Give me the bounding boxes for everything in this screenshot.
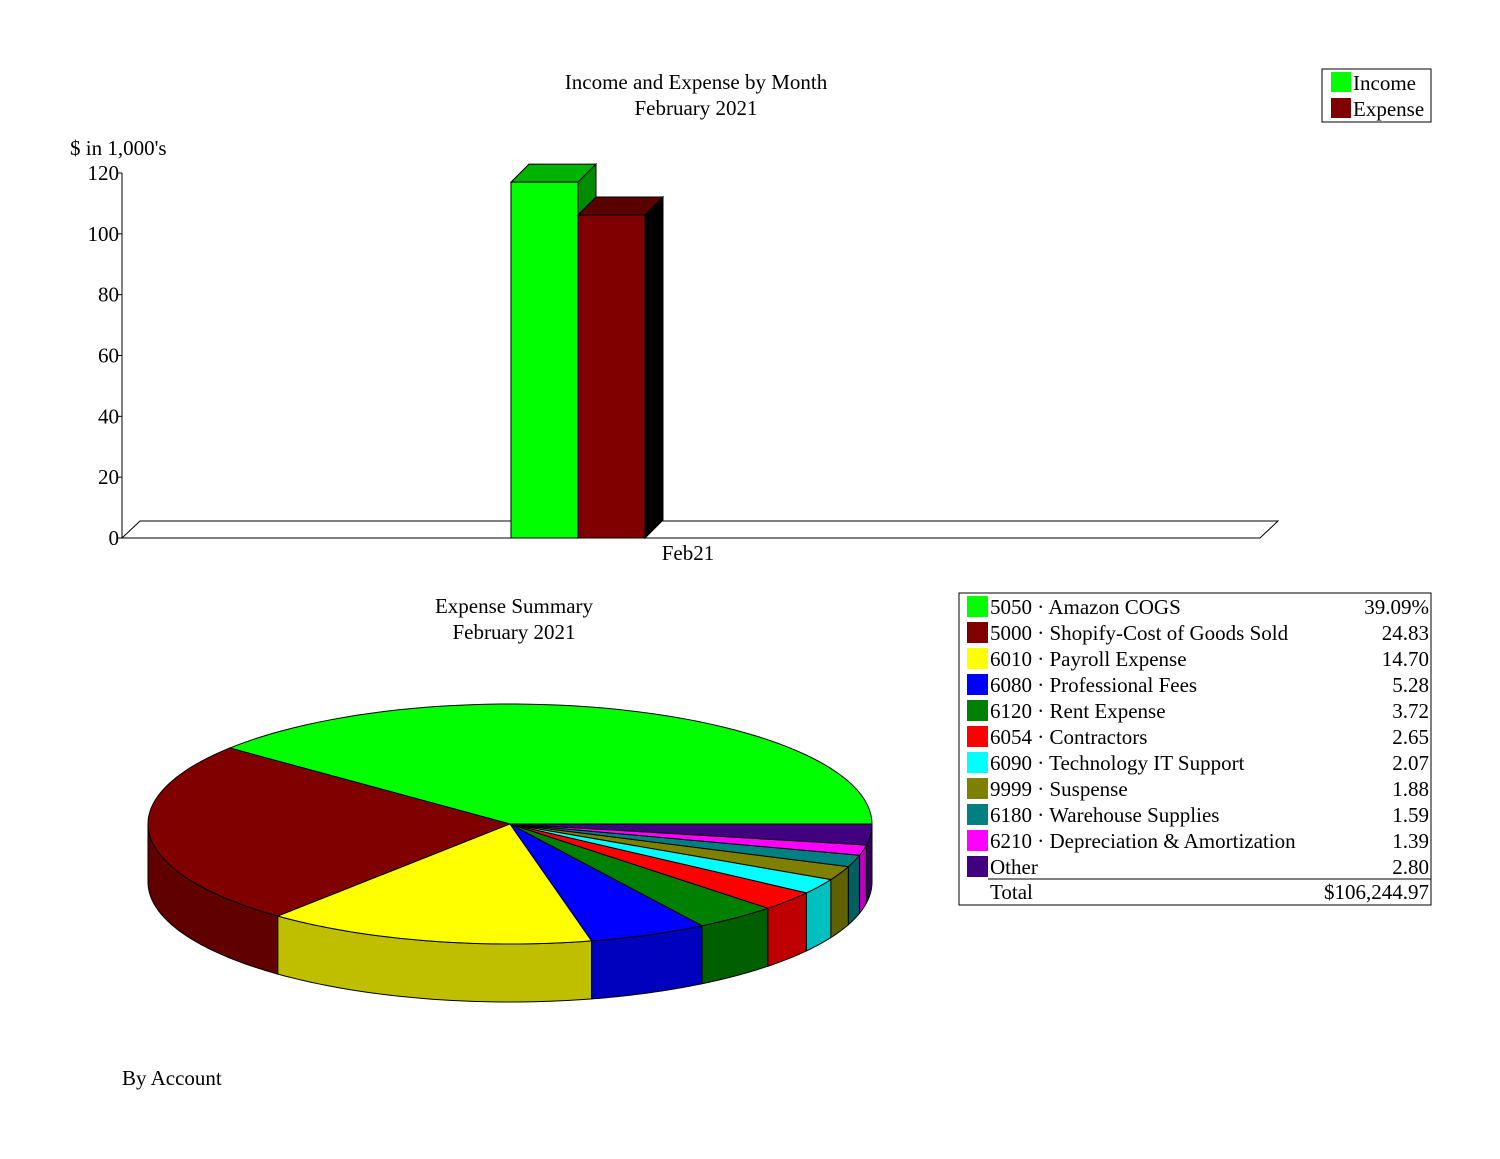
pie-chart-title: Expense Summary: [435, 594, 594, 618]
legend-total-label: Total: [990, 880, 1033, 904]
y-tick-label: 80: [98, 283, 119, 307]
legend-account-label: 9999 · Suspense: [990, 777, 1128, 801]
pie-legend-table: 5050 · Amazon COGS 39.09% 5000 · Shopify-C…: [958, 592, 1432, 906]
pie-slice-9: [509, 823, 868, 856]
legend-account-value: 39.09%: [1364, 595, 1429, 619]
legend-account-label: 6080 · Professional Fees: [990, 673, 1197, 697]
y-tick-label: 60: [98, 344, 119, 368]
pie-chart: Expense Summary February 2021 By Account: [122, 594, 873, 1090]
pie-slice-10: [509, 823, 873, 846]
legend-swatch-8: [967, 804, 988, 825]
y-tick-label: 0: [109, 526, 120, 550]
bar-chart-subtitle: February 2021: [634, 96, 757, 120]
pie-slice-0: [228, 703, 873, 825]
legend-account-label: 5050 · Amazon COGS: [990, 595, 1181, 619]
legend-account-label: 6210 · Depreciation & Amortization: [990, 829, 1296, 853]
y-tick-label: 120: [88, 161, 120, 185]
legend-swatch-6: [967, 752, 988, 773]
y-axis-ticks: 0 20 40 60 80 100 120: [88, 161, 122, 550]
legend-account-label: 6054 · Contractors: [990, 725, 1147, 749]
legend-swatch-9: [967, 830, 988, 851]
pie-legend-box: [958, 592, 1432, 906]
legend-account-value: 1.88: [1392, 777, 1429, 801]
legend-account-label: 5000 · Shopify-Cost of Goods Sold: [990, 621, 1289, 645]
legend-swatch-10: [967, 856, 988, 877]
pie-chart-subtitle: February 2021: [452, 620, 575, 644]
pie-footer-by-account: By Account: [122, 1066, 222, 1090]
pie-legend-rows: 5050 · Amazon COGS 39.09% 5000 · Shopify-C…: [967, 595, 1429, 879]
legend-label-expense: Expense: [1353, 97, 1424, 121]
legend-account-label: 6090 · Technology IT Support: [990, 751, 1245, 775]
legend-account-value: 5.28: [1392, 673, 1429, 697]
legend-swatch-expense: [1331, 98, 1351, 118]
legend-account-label: 6010 · Payroll Expense: [990, 647, 1187, 671]
pie-slice-7: [509, 823, 850, 881]
y-tick-label: 20: [98, 465, 119, 489]
legend-swatch-0: [967, 596, 988, 617]
x-tick-label-feb21: Feb21: [662, 541, 715, 565]
y-tick-label: 40: [98, 404, 119, 428]
legend-swatch-7: [967, 778, 988, 799]
pie-slice-4: [509, 823, 770, 927]
legend-account-value: 1.59: [1392, 803, 1429, 827]
legend-account-value: 3.72: [1392, 699, 1429, 723]
legend-swatch-1: [967, 622, 988, 643]
pie-side-9: [859, 844, 867, 915]
legend-account-value: 2.65: [1392, 725, 1429, 749]
bar-chart-title: Income and Expense by Month: [565, 70, 828, 94]
legend-account-value: 24.83: [1382, 621, 1429, 645]
bar-side-expense: [644, 195, 664, 540]
legend-account-label: 6180 · Warehouse Supplies: [990, 803, 1219, 827]
bar-income: [510, 181, 579, 539]
legend-swatch-3: [967, 674, 988, 695]
legend-swatch-5: [967, 726, 988, 747]
legend-account-value: 14.70: [1382, 647, 1429, 671]
pie-slice-1: [147, 747, 512, 917]
pie-sides: [147, 823, 873, 1003]
bar-expense: [577, 214, 646, 539]
pie-slice-6: [509, 823, 833, 894]
legend-label-income: Income: [1353, 71, 1416, 95]
legend-account-value: 2.07: [1392, 751, 1429, 775]
legend-total-value: $106,244.97: [1324, 880, 1429, 904]
legend-account-label: Other: [990, 855, 1038, 879]
pie-slice-3: [509, 823, 704, 942]
pie-slice-5: [509, 823, 808, 909]
bar-series: [509, 162, 665, 540]
legend-swatch-2: [967, 648, 988, 669]
y-tick-label: 100: [88, 222, 120, 246]
bar-chart: Income and Expense by Month February 202…: [70, 68, 1432, 565]
pie-slice-2: [276, 823, 593, 945]
legend-account-value: 2.80: [1392, 855, 1429, 879]
bar-chart-floor: [120, 520, 1280, 539]
bar-chart-legend: Income Expense: [1321, 68, 1432, 123]
legend-account-label: 6120 · Rent Expense: [990, 699, 1166, 723]
legend-swatch-income: [1331, 72, 1351, 92]
y-axis-label: $ in 1,000's: [70, 136, 167, 160]
legend-account-value: 1.39: [1392, 829, 1429, 853]
pie-slice-8: [509, 823, 861, 868]
pie-slices: [147, 703, 873, 945]
legend-swatch-4: [967, 700, 988, 721]
